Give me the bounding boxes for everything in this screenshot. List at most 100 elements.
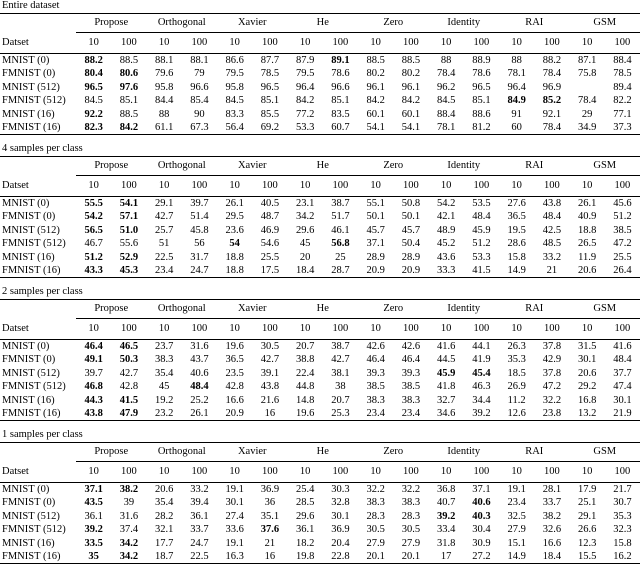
cell-value: 51.2 <box>613 211 632 223</box>
cell-value: 51.2 <box>472 238 491 250</box>
cell-value: 78.1 <box>507 68 526 80</box>
cell-value: 24.7 <box>190 537 209 549</box>
cell-value: 46.4 <box>366 354 385 366</box>
cell-value: 87.7 <box>260 55 280 66</box>
cell-value: 34.2 <box>295 211 315 223</box>
cell: 51.2 <box>76 251 111 264</box>
table-title: 1 samples per class <box>2 429 83 440</box>
subcolumn-header: 10 <box>146 318 182 340</box>
cell: 38.3 <box>147 353 182 366</box>
cell: 36.9 <box>323 523 358 536</box>
cell-value: 96.9 <box>542 81 562 93</box>
cell: 78.4 <box>429 67 464 80</box>
subheader-row: Datset 10 100 10 100 10 100 10 100 10 100 10 100 10 10… <box>0 175 640 197</box>
cell: 85.2 <box>534 94 569 107</box>
cell-value: 15.5 <box>577 551 597 563</box>
cell-value: 16 <box>264 408 276 420</box>
cell-value: 96.1 <box>366 81 385 93</box>
cell-value: 33.2 <box>542 251 562 263</box>
cell: 20.1 <box>393 550 429 565</box>
cell: 91 <box>499 108 534 121</box>
cell: 92.1 <box>534 108 569 121</box>
row-label: FMNIST (0) <box>2 497 56 509</box>
cell-value: 12.3 <box>577 537 597 549</box>
cell-value: 32.1 <box>154 524 174 536</box>
cell: 32.8 <box>323 496 358 509</box>
cell: 36.1 <box>288 523 323 536</box>
cell: 23.1 <box>288 197 323 211</box>
cell: 18.5 <box>499 367 534 380</box>
cell-value: 28.7 <box>331 265 350 277</box>
cell: 25.4 <box>288 483 323 497</box>
cell-value: 88.5 <box>119 55 139 66</box>
data-row: FMNIST (0) 49.1 50.3 38.3 43.7 36.5 42.7 38.8 42… <box>0 353 640 366</box>
cell-value: 78.4 <box>542 122 562 134</box>
row-header: Datset <box>0 32 76 54</box>
cell-value: 42.7 <box>331 354 350 366</box>
group-header-row: Propose Orthogonal Xavier He Zero Identity RAI… <box>0 442 640 462</box>
cell: 37.8 <box>534 340 569 354</box>
cell-value: 19.1 <box>507 484 526 495</box>
column-group-header: Propose <box>76 442 147 462</box>
cell-value: 26.6 <box>577 524 597 536</box>
data-row: FMNIST (512) 46.8 42.8 45 48.4 42.8 43.8 44.8 38… <box>0 380 640 393</box>
cell-value: 31.6 <box>190 341 209 352</box>
cell-value: 80.6 <box>119 68 139 80</box>
cell: 30.1 <box>570 353 605 366</box>
cell-value: 48.7 <box>260 211 280 223</box>
cell: 50.1 <box>358 210 393 223</box>
results-table: Propose Orthogonal Xavier He Zero Identity RAI… <box>0 13 640 136</box>
cell-value: 29 <box>581 108 593 120</box>
cell: 88.6 <box>464 108 499 121</box>
cell: 34.2 <box>288 210 323 223</box>
cell-value: 30.1 <box>613 394 632 406</box>
cell-value: 26.5 <box>577 238 597 250</box>
row-label: FMNIST (512) <box>2 95 66 107</box>
subheader-row: Datset 10 100 10 100 10 100 10 100 10 100 10 100 10 10… <box>0 32 640 54</box>
cell: 88 <box>499 54 534 68</box>
cell-value: 46.3 <box>472 381 491 393</box>
cell-value: 31.8 <box>436 537 456 549</box>
cell: 22.4 <box>288 367 323 380</box>
data-row: FMNIST (0) 43.5 39 35.4 39.4 30.1 36 28.5 32.8 38… <box>0 496 640 509</box>
cell-value: 51 <box>158 238 170 250</box>
cell-value: 45.7 <box>401 224 421 236</box>
cell: 29.6 <box>288 224 323 237</box>
cell: 28.1 <box>534 483 569 497</box>
cell: 37.8 <box>534 367 569 380</box>
cell-value: 37.1 <box>366 238 385 250</box>
cell-value: 36.9 <box>331 524 350 536</box>
cell-value: 55.5 <box>84 198 103 209</box>
cell: 20.1 <box>358 550 394 565</box>
cell: 24.7 <box>182 537 217 550</box>
cell: 20.6 <box>147 483 182 497</box>
subcolumn-header: 10 <box>287 32 323 54</box>
cell: 33.3 <box>428 264 464 279</box>
cell: 54.6 <box>252 237 287 250</box>
column-group-header: Identity <box>428 299 499 319</box>
cell: 21.9 <box>604 407 640 422</box>
subcolumn-header: 100 <box>604 32 640 54</box>
cell-value: 39 <box>123 497 135 509</box>
cell: 41.6 <box>429 340 464 354</box>
cell: 18.2 <box>288 537 323 550</box>
cell-value: 23.7 <box>154 341 174 352</box>
cell: 34.2 <box>111 537 146 550</box>
cell: 45.9 <box>464 224 499 237</box>
cell-value: 53.5 <box>472 198 491 209</box>
cell: 19.1 <box>217 483 252 497</box>
cell-value: 36.5 <box>225 354 244 366</box>
cell-value: 75.8 <box>577 68 597 80</box>
cell-value: 33.5 <box>84 537 103 549</box>
cell: 96.5 <box>464 81 499 94</box>
cell: 17.5 <box>252 264 288 279</box>
cell-value: 15.8 <box>613 537 632 549</box>
cell: 39.2 <box>76 523 111 536</box>
row-label: MNIST (16) <box>2 251 55 263</box>
cell-value: 88.2 <box>542 55 562 66</box>
column-group-header: Xavier <box>217 299 288 319</box>
cell: 81.2 <box>463 121 499 136</box>
cell: 25.5 <box>605 251 640 264</box>
cell: 30.1 <box>605 394 640 407</box>
subcolumn-header: 100 <box>322 318 358 340</box>
